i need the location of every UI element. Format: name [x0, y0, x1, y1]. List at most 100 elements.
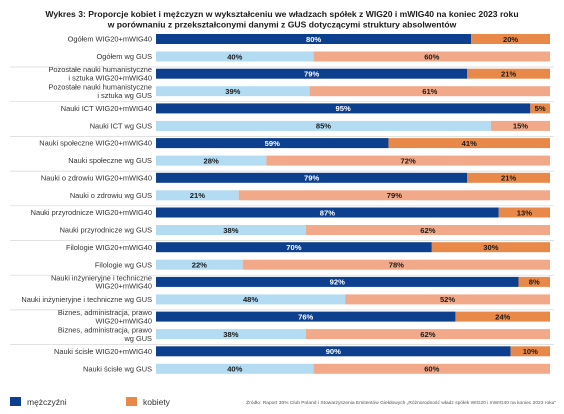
bar-men	[156, 311, 456, 322]
bar-women	[498, 207, 550, 218]
chart-title-line-1: Wykres 3: Proporcje kobiet i mężczyzn w …	[45, 9, 518, 19]
category-label: WIG20+mWIG40	[96, 316, 152, 325]
bar-women	[313, 51, 550, 62]
category-label: Nauki ICT WIG20+mWIG40	[61, 104, 152, 113]
legend-label-men: mężczyźni	[27, 397, 67, 407]
bar-men	[156, 34, 472, 44]
data-label-men: 39%	[225, 87, 240, 96]
category-label: i sztuka WIG20+mWIG40	[68, 73, 152, 82]
category-label: Nauki społeczne WIG20+mWIG40	[39, 139, 152, 148]
bar-women	[266, 155, 550, 166]
category-label: Nauki inżynieryjne i techniczne wg GUS	[21, 295, 152, 304]
bar-men	[156, 276, 519, 287]
data-label-women: 78%	[389, 261, 404, 270]
category-label: Nauki o zdrowiu WIG20+mWIG40	[41, 173, 152, 182]
category-label: Nauki społeczne wg GUS	[68, 156, 152, 165]
bar-men	[156, 155, 267, 166]
bar-men	[156, 138, 389, 149]
bar-women	[471, 34, 550, 44]
bar-men	[156, 207, 499, 218]
data-label-men: 70%	[286, 243, 301, 252]
data-label-men: 79%	[304, 70, 319, 79]
category-label: Nauki ICT wg GUS	[90, 122, 152, 131]
data-label-women: 21%	[501, 70, 516, 79]
data-label-women: 20%	[503, 35, 518, 44]
data-label-men: 79%	[304, 174, 319, 183]
data-label-women: 52%	[440, 295, 455, 304]
bar-women	[530, 103, 550, 114]
category-label: Nauki o zdrowiu wg GUS	[70, 191, 152, 200]
data-label-women: 8%	[529, 278, 540, 287]
bar-women	[238, 190, 551, 201]
category-label: Nauki ścisłe WIG20+mWIG40	[54, 347, 152, 356]
data-label-men: 76%	[298, 312, 313, 321]
data-label-men: 22%	[192, 261, 207, 270]
data-label-men: 28%	[204, 156, 219, 165]
category-label: Nauki przyrodnicze WIG20+mWIG40	[31, 208, 152, 217]
bar-women	[313, 363, 550, 374]
bar-women	[345, 294, 550, 305]
bar-men	[156, 225, 306, 235]
source-note: Źródło: Raport 30% Club Poland i Stowarz…	[246, 399, 556, 406]
data-label-women: 10%	[523, 347, 538, 356]
data-label-women: 15%	[513, 122, 528, 131]
category-label: Ogółem wg GUS	[97, 52, 153, 61]
category-label: Biznes, administracja, prawo	[58, 326, 152, 335]
bar-women	[305, 329, 550, 340]
category-label: Filologie wg GUS	[95, 260, 152, 269]
bar-women	[242, 259, 550, 270]
data-label-men: 40%	[227, 365, 242, 374]
data-label-women: 13%	[517, 208, 532, 217]
bar-women	[510, 346, 550, 357]
bar-men	[156, 329, 306, 340]
data-label-men: 85%	[316, 122, 331, 131]
bar-women	[467, 68, 550, 79]
bar-men	[156, 259, 243, 270]
bar-women	[518, 276, 550, 287]
category-label: WIG20+mWIG40	[96, 282, 152, 291]
data-label-men: 40%	[227, 52, 242, 61]
category-label: Pozostałe nauki humanistyczne	[48, 83, 152, 92]
bar-men	[156, 363, 314, 374]
data-label-women: 62%	[420, 226, 435, 235]
legend: mężczyźni kobiety	[10, 397, 171, 407]
data-label-men: 59%	[265, 139, 280, 148]
category-label: Ogółem WIG20+mWIG40	[68, 35, 152, 44]
legend-swatch-men	[10, 397, 21, 406]
data-label-women: 24%	[495, 312, 510, 321]
data-label-men: 90%	[326, 347, 341, 356]
legend-label-women: kobiety	[143, 397, 171, 407]
bar-women	[431, 242, 550, 253]
category-label: Biznes, administracja, prawo	[58, 308, 152, 317]
data-label-women: 41%	[462, 139, 477, 148]
bar-women	[455, 311, 550, 322]
data-label-men: 21%	[190, 191, 205, 200]
data-label-men: 48%	[243, 295, 258, 304]
bar-men	[156, 68, 468, 79]
category-label: Pozostałe nauki humanistyczne	[48, 65, 152, 74]
data-label-men: 38%	[223, 226, 238, 235]
category-label: i sztuka wg GUS	[97, 91, 152, 100]
bar-women	[305, 225, 550, 235]
data-label-women: 61%	[422, 87, 437, 96]
category-label: Nauki inżynieryjne i techniczne	[51, 273, 152, 282]
data-label-women: 72%	[401, 156, 416, 165]
category-label: Nauki przyrodnicze wg GUS	[60, 226, 152, 235]
data-label-men: 38%	[223, 330, 238, 339]
data-label-women: 21%	[501, 174, 516, 183]
bar-women	[467, 172, 550, 183]
legend-swatch-women	[126, 397, 137, 406]
bar-men	[156, 120, 491, 131]
bar-men	[156, 51, 314, 62]
bar-men	[156, 346, 511, 357]
data-label-men: 95%	[336, 104, 351, 113]
data-label-women: 60%	[424, 52, 439, 61]
bar-men	[156, 86, 310, 97]
data-label-men: 92%	[330, 278, 345, 287]
data-label-women: 62%	[420, 330, 435, 339]
category-label: wg GUS	[123, 334, 152, 343]
chart-title-line-2: w porównaniu z przekształconymi danymi z…	[107, 20, 457, 30]
data-label-women: 60%	[424, 365, 439, 374]
category-label: Filologie WIG20+mWIG40	[66, 243, 152, 252]
